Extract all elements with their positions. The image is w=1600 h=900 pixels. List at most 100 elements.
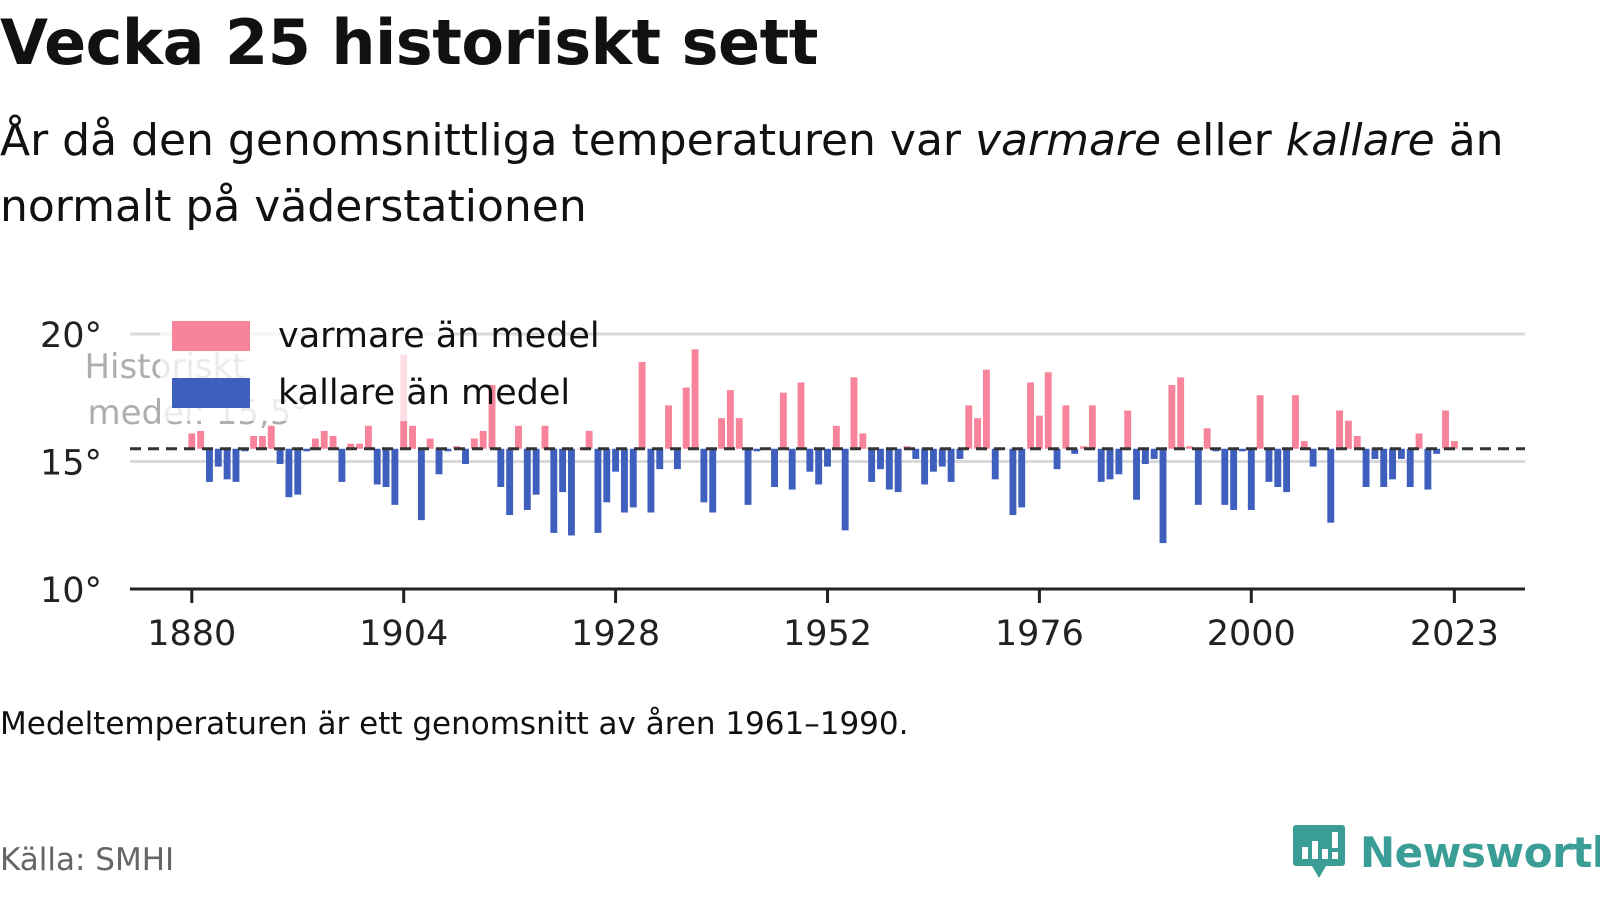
bar-cold [1133, 448, 1140, 500]
bar-cold [568, 448, 575, 536]
footnote: Medeltemperaturen är ett genomsnitt av å… [0, 706, 909, 742]
bar-cold [1053, 448, 1061, 470]
bar-cold [824, 448, 831, 467]
bar-cold [1371, 448, 1379, 459]
bar-cold [947, 448, 955, 482]
bar-cold [276, 448, 284, 465]
bar-cold [1097, 448, 1105, 482]
bar-cold [294, 448, 302, 495]
bar-cold [1141, 448, 1149, 465]
bar-warm [832, 425, 840, 449]
x-tick-label: 2023 [1410, 614, 1499, 654]
bar-warm [974, 418, 982, 449]
bar-warm [356, 443, 364, 449]
x-tick-label: 1928 [571, 614, 660, 654]
bar-cold [673, 448, 681, 470]
bar-cold [1194, 448, 1202, 505]
bar-warm [638, 362, 646, 449]
bar-warm [347, 443, 355, 449]
bar-cold [771, 448, 778, 487]
bar-cold [1380, 448, 1388, 487]
bar-warm [735, 418, 743, 449]
legend-cold-label: kallare än medel [278, 373, 570, 413]
bar-warm [1168, 385, 1176, 449]
bar-warm [1088, 405, 1096, 449]
bar-cold [382, 448, 390, 487]
bar-cold [232, 448, 240, 482]
bar-cold [444, 448, 452, 452]
bar-warm [1186, 446, 1193, 449]
bar-warm [797, 382, 805, 449]
bar-warm [470, 438, 478, 449]
bar-cold [1150, 448, 1158, 459]
bar-warm [541, 425, 549, 449]
bar-cold [1247, 448, 1255, 510]
bar-warm [426, 438, 434, 449]
x-tick-label: 2000 [1207, 614, 1296, 654]
bar-cold [1221, 448, 1229, 505]
bar-cold [620, 448, 628, 513]
bar-warm [691, 349, 699, 449]
bar-warm [982, 369, 990, 449]
bar-cold [938, 448, 946, 467]
bar-warm [1300, 441, 1308, 449]
bar-cold [912, 448, 920, 459]
legend: varmare än medel kallare än medel [160, 316, 600, 421]
bar-cold [1239, 448, 1246, 452]
bar-cold [603, 448, 611, 503]
bar-cold [885, 448, 893, 490]
bar-cold [656, 448, 664, 470]
bar-warm [1442, 410, 1449, 449]
bar-cold [214, 448, 222, 467]
bar-cold [1265, 448, 1273, 482]
brand-logo: Newsworthy [1292, 823, 1600, 881]
y-axis-ticks: 10° 15° 20° [40, 316, 102, 611]
subtitle-warm-word: varmare [974, 115, 1162, 166]
bar-warm [682, 387, 690, 449]
legend-warm-swatch [172, 321, 250, 351]
bar-cold [559, 448, 567, 493]
bar-warm [1203, 428, 1211, 449]
bar-warm [1062, 405, 1070, 449]
bar-cold [1009, 448, 1017, 516]
bar-warm [1035, 415, 1043, 449]
bar-cold [894, 448, 902, 493]
bar-cold [550, 448, 558, 533]
chart-title: Vecka 25 historiskt sett [0, 6, 818, 79]
bar-warm [1353, 436, 1361, 449]
bar-cold [1115, 448, 1123, 475]
bar-cold [285, 448, 293, 498]
bar-cold [1071, 448, 1079, 454]
chart-subtitle: År då den genomsnittliga temperaturen va… [0, 108, 1560, 240]
bar-cold [1309, 448, 1317, 467]
bar-warm [965, 405, 973, 449]
bar-cold [1389, 448, 1397, 480]
bar-cold [991, 448, 999, 480]
bar-warm [1027, 382, 1035, 449]
subtitle-part3: än normalt på väderstationen [0, 115, 1504, 232]
bar-cold [417, 448, 425, 521]
bar-series [188, 349, 1458, 544]
bar-warm [267, 425, 275, 449]
bar-warm [364, 425, 372, 449]
bar-cold [497, 448, 505, 487]
bar-cold [1424, 448, 1432, 490]
bar-cold [1397, 448, 1405, 459]
bar-warm [1415, 433, 1423, 449]
bar-cold [647, 448, 655, 513]
bar-cold [523, 448, 531, 510]
bar-warm [515, 425, 522, 449]
bar-warm [1080, 446, 1087, 449]
bar-cold [206, 448, 213, 482]
x-tick-label: 1976 [995, 614, 1084, 654]
bar-warm [188, 433, 196, 449]
bar-cold [1018, 448, 1026, 508]
newsworthy-logo-icon [1293, 825, 1345, 878]
x-tick-label: 1904 [359, 614, 448, 654]
x-tick-label: 1880 [147, 614, 236, 654]
bar-warm [1291, 395, 1299, 449]
bar-warm [1256, 395, 1264, 449]
subtitle-part2: eller [1161, 115, 1286, 166]
bar-cold [788, 448, 796, 490]
bar-warm [409, 425, 416, 449]
